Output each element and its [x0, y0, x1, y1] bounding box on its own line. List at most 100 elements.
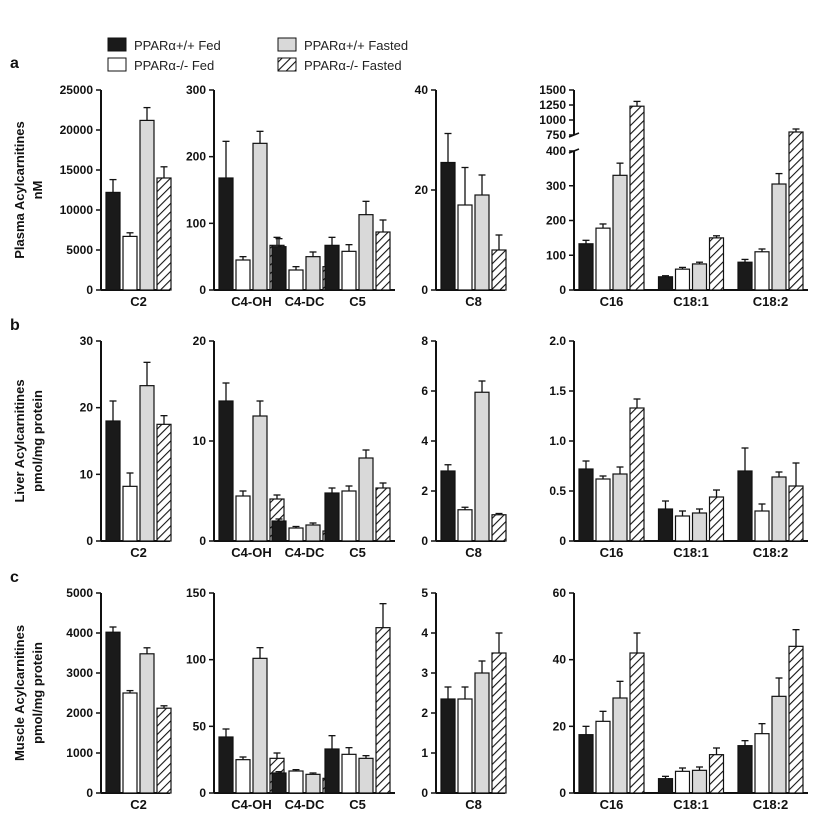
bar-fast-ko: [156, 707, 172, 794]
ylabel-liver-line2: pmol/mg protein: [30, 390, 45, 492]
bar-fed-wt: [271, 246, 287, 291]
y-tick-label: 100: [186, 216, 206, 230]
y-tick-label: 0: [86, 283, 93, 297]
bar-fed-wt: [218, 177, 234, 291]
panel-b3: 0 2 4 6 8 C8: [421, 334, 507, 560]
legend-label-fed-wt: PPARα+/+ Fed: [134, 38, 221, 53]
category-label: C18:1: [673, 797, 708, 812]
bar-fed-ko: [235, 259, 251, 291]
bar-fed-wt: [440, 470, 456, 542]
y-tick-label: 0: [86, 786, 93, 800]
y-tick-label: 1000: [66, 746, 93, 760]
y-tick-label: 2: [421, 706, 428, 720]
bar-fed-wt: [657, 508, 674, 542]
bar-fast-ko: [629, 652, 645, 794]
y-tick-label: 4: [421, 434, 428, 448]
bar-fed-ko: [457, 204, 473, 291]
y-tick-label: 0: [199, 283, 206, 297]
bar-fed-wt: [737, 261, 753, 291]
y-tick-label: 20: [80, 401, 94, 415]
y-tick-label: 2.0: [549, 334, 566, 348]
bar-fast-wt: [358, 757, 374, 794]
bar-fed-ko: [754, 510, 770, 542]
bar-fast-ko: [375, 231, 391, 291]
bar-fed-wt: [578, 243, 594, 291]
legend-label-fast-wt: PPARα+/+ Fasted: [304, 38, 408, 53]
bar-fed-ko: [288, 527, 304, 542]
category-label: C8: [465, 545, 482, 560]
y-tick-label: 5: [421, 586, 428, 600]
bar-fast-ko: [708, 237, 725, 291]
panel-c4: 0 20 40 60 C16 C18:1 C18:2: [553, 586, 808, 812]
bar-fast-ko: [491, 249, 507, 291]
bar-fed-ko: [122, 485, 138, 542]
y-tick-label: 4000: [66, 626, 93, 640]
bar-fed-ko: [674, 770, 691, 794]
y-tick-label: 20000: [60, 123, 94, 137]
bar-fast-ko: [788, 645, 804, 794]
bar-fast-ko: [629, 407, 645, 542]
bar-fast-wt: [691, 263, 708, 291]
category-label: C4-OH: [231, 545, 271, 560]
y-tick-label: 10000: [60, 203, 94, 217]
bar-fed-wt: [440, 698, 456, 794]
category-label: C8: [465, 797, 482, 812]
y-tick-label: 3: [421, 666, 428, 680]
ylabel-muscle-line1: Muscle Acylcarnitines: [12, 625, 27, 761]
bar-fed-wt: [271, 772, 287, 794]
bar-fast-ko: [708, 496, 725, 542]
bar-fast-wt: [771, 183, 787, 291]
category-label: C18:2: [753, 545, 788, 560]
y-tick-label: 5000: [66, 586, 93, 600]
category-label: C2: [130, 797, 147, 812]
category-label: C18:2: [753, 294, 788, 309]
y-tick-label: 15000: [60, 163, 94, 177]
panel-a3: 0 20 40 C8: [415, 83, 507, 309]
category-label: C4-OH: [231, 797, 271, 812]
bar-fed-wt: [737, 745, 753, 794]
y-tick-label: 1: [421, 746, 428, 760]
y-tick-label: 25000: [60, 83, 94, 97]
bar-fast-wt: [305, 256, 321, 291]
bar-fast-wt: [358, 457, 374, 542]
y-tick-label: 30: [80, 334, 94, 348]
y-tick-label: 8: [421, 334, 428, 348]
bar-fed-wt: [578, 468, 594, 542]
y-tick-label: 300: [546, 179, 566, 193]
y-tick-label: 100: [546, 248, 566, 262]
y-tick-label: 5000: [66, 243, 93, 257]
category-label: C4-DC: [285, 294, 325, 309]
y-tick-label: 2000: [66, 706, 93, 720]
y-tick-label: 150: [186, 586, 206, 600]
category-label: C4-DC: [285, 797, 325, 812]
y-tick-label: 750: [546, 128, 566, 142]
legend: PPARα+/+ Fed PPARα-/- Fed PPARα+/+ Faste…: [107, 37, 408, 73]
y-tick-label: 0: [421, 786, 428, 800]
bar-fed-wt: [324, 748, 340, 794]
category-label: C5: [349, 797, 366, 812]
category-label: C8: [465, 294, 482, 309]
bar-fed-ko: [754, 251, 770, 291]
y-tick-label: 1.0: [549, 434, 566, 448]
legend-swatch-fed-ko: [107, 57, 127, 72]
bar-fast-wt: [474, 194, 490, 291]
legend-label-fed-ko: PPARα-/- Fed: [134, 58, 214, 73]
y-tick-label: 0: [421, 283, 428, 297]
bar-fed-ko: [288, 269, 304, 291]
ylabel-plasma-line1: Plasma Acylcarnitines: [12, 121, 27, 259]
y-tick-label: 1250: [539, 98, 566, 112]
panel-c3: 0 1 2 3 4 5 C8: [421, 586, 507, 812]
bar-fast-ko: [788, 131, 804, 291]
panel-b4: 0 0.5 1.0 1.5 2.0 C16 C18:1 C18:2: [549, 334, 808, 560]
bar-fed-ko: [754, 733, 770, 794]
y-tick-label: 50: [193, 719, 207, 733]
ylabel-plasma-line2: nM: [30, 181, 45, 200]
bar-fast-ko: [629, 105, 645, 291]
y-tick-label: 1500: [539, 83, 566, 97]
bar-fast-ko: [788, 485, 804, 542]
y-tick-label: 0: [559, 786, 566, 800]
chart-panels: 0500010000150002000025000C20100200300C4-…: [60, 83, 808, 812]
y-tick-label: 400: [546, 144, 566, 158]
panel-c1: 0 1000 2000 3000 4000 5000 C2: [66, 586, 172, 812]
